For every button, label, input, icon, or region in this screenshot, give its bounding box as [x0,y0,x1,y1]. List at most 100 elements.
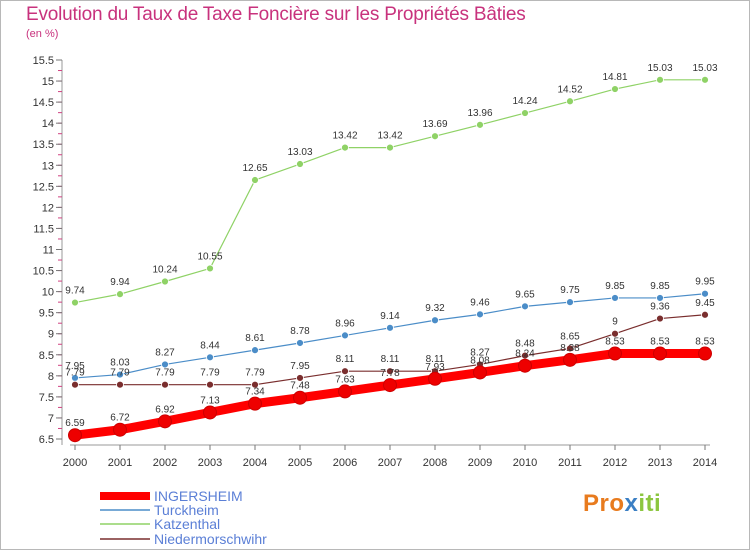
series-layer [68,75,712,443]
data-point [518,358,532,373]
chart-subtitle: (en %) [26,28,59,40]
data-point [338,384,352,399]
y-tick-label: 12.5 [33,181,54,193]
proxiti-logo: Proxiti [583,490,661,518]
data-label: 7.95 [65,361,85,372]
data-point [566,298,574,307]
y-tick-label: 9.5 [39,308,54,320]
data-point [701,310,709,319]
data-label: 9.75 [560,285,580,296]
y-tick-label: 11 [43,245,54,257]
data-point [476,310,484,319]
data-label: 8.38 [560,343,580,354]
data-point [566,97,574,106]
data-label: 9.85 [605,281,625,292]
data-point [251,346,259,355]
data-point [296,374,304,382]
data-label: 12.65 [242,163,267,174]
y-tick-label: 14 [42,118,54,130]
x-tick-label: 2007 [378,457,402,469]
data-point [161,360,169,369]
data-point [701,75,709,84]
data-point [296,339,304,347]
y-tick-label: 14.5 [33,97,54,109]
x-tick-label: 2012 [603,457,627,469]
data-point [428,371,442,386]
y-tick-label: 7 [48,413,54,425]
y-tick-label: 8 [48,371,54,383]
y-tick-label: 15.5 [33,55,54,67]
data-label: 13.03 [287,147,312,158]
data-point [656,75,664,84]
legend-label: Katzenthal [154,516,220,532]
data-label: 7.78 [380,368,400,379]
legend-label: Turckheim [154,502,219,518]
data-label: 7.95 [290,361,310,372]
data-label: 8.27 [470,347,490,358]
data-point [566,344,574,353]
data-point [431,316,439,325]
data-point [116,380,124,389]
x-tick-label: 2011 [558,457,582,469]
x-tick-label: 2013 [648,457,672,469]
data-point [248,396,262,411]
data-label: 9.74 [65,286,85,297]
y-tick-label: 10 [42,287,54,299]
x-tick-label: 2006 [333,457,357,469]
data-label: 9.94 [110,277,130,288]
data-point [293,390,307,405]
y-tick-label: 10.5 [33,266,54,278]
data-point [386,367,394,376]
data-point [161,277,169,286]
data-label: 14.52 [557,84,582,95]
data-point [611,294,619,302]
data-label: 7.79 [200,368,220,379]
data-label: 6.59 [65,418,85,429]
y-tick-label: 6.5 [39,434,54,446]
data-label: 7.79 [110,368,130,379]
data-label: 13.42 [332,131,357,142]
data-label: 8.44 [200,340,220,351]
data-label: 8.03 [110,358,130,369]
data-label: 9.45 [695,298,715,309]
data-point [206,353,214,362]
x-tick-label: 2009 [468,457,492,469]
y-tick-label: 8.5 [39,350,54,362]
x-tick-label: 2014 [693,457,717,469]
data-point [521,302,529,311]
data-label: 8.53 [695,337,715,348]
data-label: 7.79 [65,368,85,379]
x-tick-label: 2001 [108,457,132,469]
data-point [431,132,439,141]
data-point [341,367,349,376]
data-label: 8.08 [470,355,490,366]
data-label: 8.48 [515,339,535,350]
data-label: 9.46 [470,297,490,308]
data-label: 9.36 [650,302,670,313]
data-label: 6.92 [155,404,175,415]
data-label: 9.32 [425,303,445,314]
data-label: 8.61 [245,333,265,344]
legend-label: Niedermorschwihr [154,531,267,547]
data-point [653,346,667,361]
y-tick-label: 12 [42,202,54,214]
data-label: 9.65 [515,289,535,300]
y-tick-label: 9 [48,329,54,341]
data-label: 7.13 [200,395,220,406]
data-point [161,380,169,389]
data-label: 8.11 [426,354,445,365]
data-label: 9.14 [380,311,400,322]
data-label: 7.48 [290,381,310,392]
data-label: 8.27 [155,347,175,358]
data-label: 15.03 [647,63,672,74]
data-label: 6.72 [110,413,130,424]
data-label: 10.55 [197,251,222,262]
data-point [656,314,664,323]
data-point [563,352,577,367]
data-point [473,365,487,380]
data-point [611,85,619,93]
data-label: 8.53 [605,337,625,348]
y-tick-label: 13 [42,160,54,172]
data-point [698,346,712,361]
